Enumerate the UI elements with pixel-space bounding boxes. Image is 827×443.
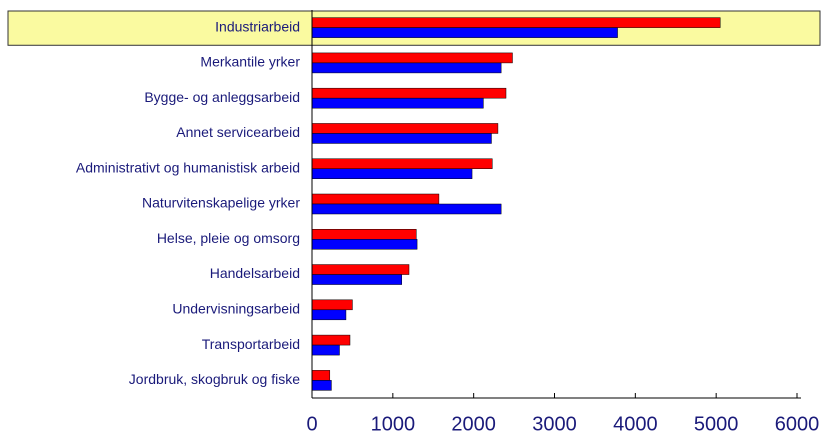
category-label: Helse, pleie og omsorg: [157, 230, 300, 246]
category-label: Annet servicearbeid: [176, 124, 300, 140]
bar: [311, 62, 502, 74]
bar: [311, 299, 353, 311]
bar: [311, 370, 331, 381]
x-tick-label: 0: [306, 413, 317, 435]
category-label: Bygge- og anleggsarbeid: [144, 89, 300, 105]
bar: [311, 17, 721, 28]
category-label: Handelsarbeid: [210, 265, 300, 281]
category-label: Industriarbeid: [215, 18, 300, 34]
bar: [311, 264, 410, 275]
bar: [311, 309, 347, 321]
bar: [311, 203, 502, 215]
x-tick-label: 2000: [451, 413, 496, 435]
x-tick-label: 6000: [775, 413, 820, 435]
bar: [311, 87, 507, 99]
category-label: Undervisningsarbeid: [172, 301, 300, 317]
bar: [311, 239, 418, 250]
bar: [311, 158, 493, 169]
bar: [311, 27, 618, 38]
bar: [311, 380, 332, 391]
bar: [311, 133, 492, 144]
bar: [311, 168, 473, 179]
category-label: Merkantile yrker: [200, 54, 300, 70]
bar: [311, 229, 417, 240]
x-tick-label: 3000: [532, 413, 577, 435]
category-label: Administrativt og humanistisk arbeid: [76, 159, 300, 175]
bar: [311, 52, 513, 64]
bar: [311, 344, 340, 356]
category-label: Naturvitenskapelige yrker: [142, 195, 300, 211]
category-label: Transportarbeid: [202, 336, 300, 352]
bar: [311, 193, 440, 205]
bar: [311, 123, 499, 134]
x-tick-label: 5000: [694, 413, 739, 435]
category-label: Jordbruk, skogbruk og fiske: [129, 371, 300, 387]
x-tick-label: 1000: [371, 413, 416, 435]
bar: [311, 274, 402, 285]
bar: [311, 97, 484, 109]
x-tick-label: 4000: [613, 413, 658, 435]
bar: [311, 334, 351, 346]
